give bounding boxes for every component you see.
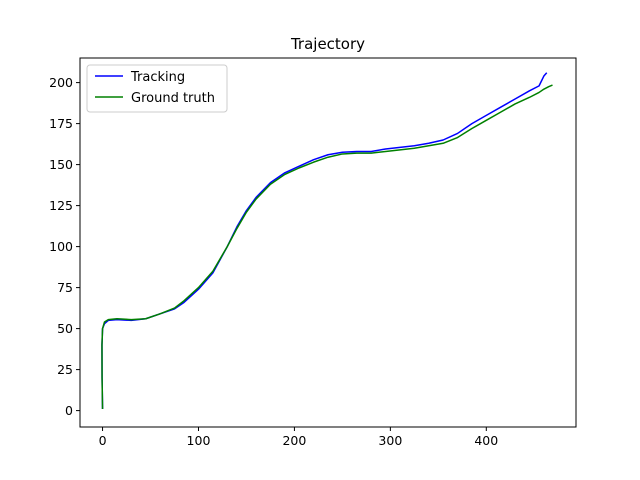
y-tick-label: 75 (57, 280, 73, 295)
x-tick-label: 100 (187, 433, 211, 448)
plot-frame (79, 57, 577, 428)
series-line-ground-truth (101, 84, 553, 409)
x-tick-label: 400 (474, 433, 498, 448)
legend-label-ground-truth: Ground truth (131, 91, 215, 106)
y-tick-label: 100 (49, 239, 73, 254)
series-line-tracking (101, 72, 548, 409)
y-tick-label: 150 (49, 157, 73, 172)
chart-title: Trajectory (290, 35, 365, 53)
y-tick-label: 200 (49, 75, 73, 90)
y-tick-label: 25 (57, 362, 73, 377)
y-tick-label: 50 (57, 321, 73, 336)
x-tick-label: 300 (378, 433, 402, 448)
series-layer (101, 72, 553, 409)
y-tick-label: 125 (49, 198, 73, 213)
x-tick-label: 200 (282, 433, 306, 448)
y-tick-label: 0 (65, 403, 73, 418)
x-tick-label: 0 (99, 433, 107, 448)
legend: Tracking Ground truth (86, 64, 228, 113)
y-tick-label: 175 (49, 116, 73, 131)
legend-label-tracking: Tracking (130, 70, 185, 85)
tick-layer: 0 100 200 300 400 0 25 50 75 100 125 150 175 200 (49, 75, 498, 448)
